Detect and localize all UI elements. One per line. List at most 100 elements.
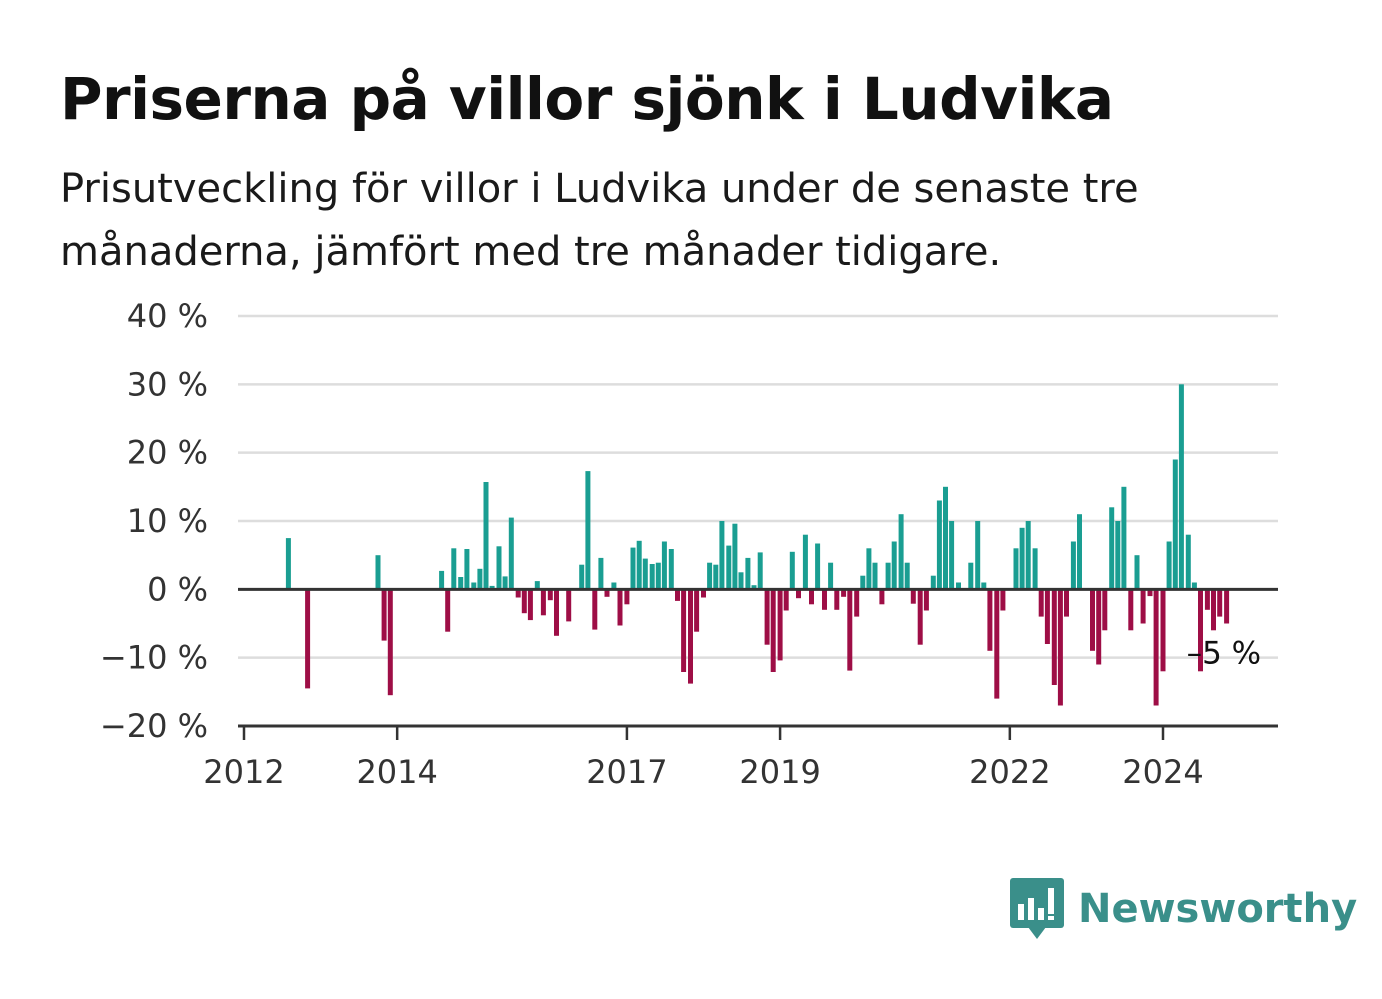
chart-title: Priserna på villor sjönk i Ludvika (60, 65, 1114, 133)
bar (1032, 548, 1038, 590)
bar (579, 564, 585, 590)
bar (701, 589, 706, 598)
bar (987, 589, 993, 651)
bar (1172, 459, 1178, 590)
y-tick-label: −10 % (100, 639, 208, 677)
bar (1198, 589, 1203, 672)
bar (1044, 589, 1050, 644)
bar (681, 589, 687, 672)
bar (521, 589, 527, 614)
bar (515, 589, 521, 598)
bar (585, 471, 591, 590)
bar (617, 589, 623, 626)
y-tick-label: 20 % (127, 434, 208, 472)
bar (930, 575, 936, 590)
bar (936, 500, 942, 590)
bar (1000, 589, 1006, 611)
bar (1166, 541, 1172, 590)
bar (751, 585, 757, 590)
bar (726, 545, 732, 590)
y-tick-label: 0 % (147, 570, 208, 608)
bar (1128, 589, 1134, 631)
x-tick-label: 2019 (739, 753, 820, 791)
bars (285, 384, 1230, 706)
bar (1064, 589, 1069, 617)
bar (381, 589, 387, 641)
bar (1178, 384, 1184, 590)
bar (1013, 548, 1019, 590)
bar (1096, 589, 1102, 665)
bar (471, 582, 477, 590)
y-tick-label: 10 % (127, 502, 208, 540)
bar (1102, 589, 1108, 631)
bar (1140, 589, 1146, 624)
bar (956, 582, 961, 590)
bar (1121, 486, 1127, 590)
y-tick-label: 40 % (127, 297, 208, 335)
bar (994, 589, 1000, 699)
chart-subtitle: Prisutveckling för villor i Ludvika unde… (60, 166, 1139, 275)
bar (1160, 589, 1166, 672)
bar (1019, 527, 1025, 590)
bar (675, 589, 680, 601)
bar (879, 589, 885, 605)
bar (604, 589, 610, 597)
bar (1070, 541, 1076, 590)
bar (872, 562, 878, 590)
y-axis-ticks: −20 % −10 % 0 % 10 % 20 % 30 % 40 % (100, 297, 208, 745)
bar (891, 541, 897, 590)
x-axis-ticks: 2012 2014 2017 2019 2022 2024 (203, 726, 1204, 791)
bar (566, 589, 572, 622)
x-tick-label: 2014 (356, 753, 437, 791)
bar (636, 540, 642, 590)
bar (719, 521, 725, 590)
bar (1191, 582, 1197, 590)
bar (649, 564, 655, 590)
bar (732, 523, 738, 590)
bar (496, 546, 502, 590)
bar (477, 568, 483, 590)
annotations: –5 % (1187, 636, 1262, 672)
bar (1153, 589, 1159, 706)
bar (783, 589, 789, 611)
bar (592, 589, 598, 630)
bar (1057, 589, 1063, 706)
bar (745, 557, 751, 590)
bar (828, 562, 834, 590)
bar (847, 589, 853, 671)
bar (694, 589, 700, 632)
bar (834, 589, 840, 610)
bar (1147, 589, 1153, 597)
bar (789, 551, 795, 590)
bar (611, 582, 617, 590)
bar (1185, 534, 1191, 590)
bar (439, 570, 445, 590)
brand-name: Newsworthy (1078, 886, 1358, 932)
bar (1077, 514, 1082, 590)
bar (630, 547, 636, 590)
bar (1217, 589, 1223, 617)
bar (860, 575, 866, 590)
bar (770, 589, 776, 672)
bar (917, 589, 923, 645)
bar (923, 589, 929, 611)
x-tick-label: 2024 (1122, 753, 1203, 791)
bar (1204, 589, 1210, 610)
axes (238, 587, 1278, 728)
bar (777, 589, 783, 661)
bar (445, 589, 451, 632)
y-tick-label: 30 % (127, 365, 208, 403)
bar (458, 577, 464, 590)
bar (489, 585, 495, 590)
bar (981, 582, 987, 590)
gridlines (238, 314, 1278, 659)
bar (975, 521, 981, 590)
bar (949, 521, 955, 590)
bar (1115, 521, 1121, 590)
bar (464, 549, 470, 590)
latest-value-label: –5 % (1187, 636, 1262, 672)
bar (1211, 589, 1216, 631)
brand-logo: Newsworthy (1010, 878, 1357, 940)
bar (534, 581, 540, 590)
bar (540, 589, 546, 616)
